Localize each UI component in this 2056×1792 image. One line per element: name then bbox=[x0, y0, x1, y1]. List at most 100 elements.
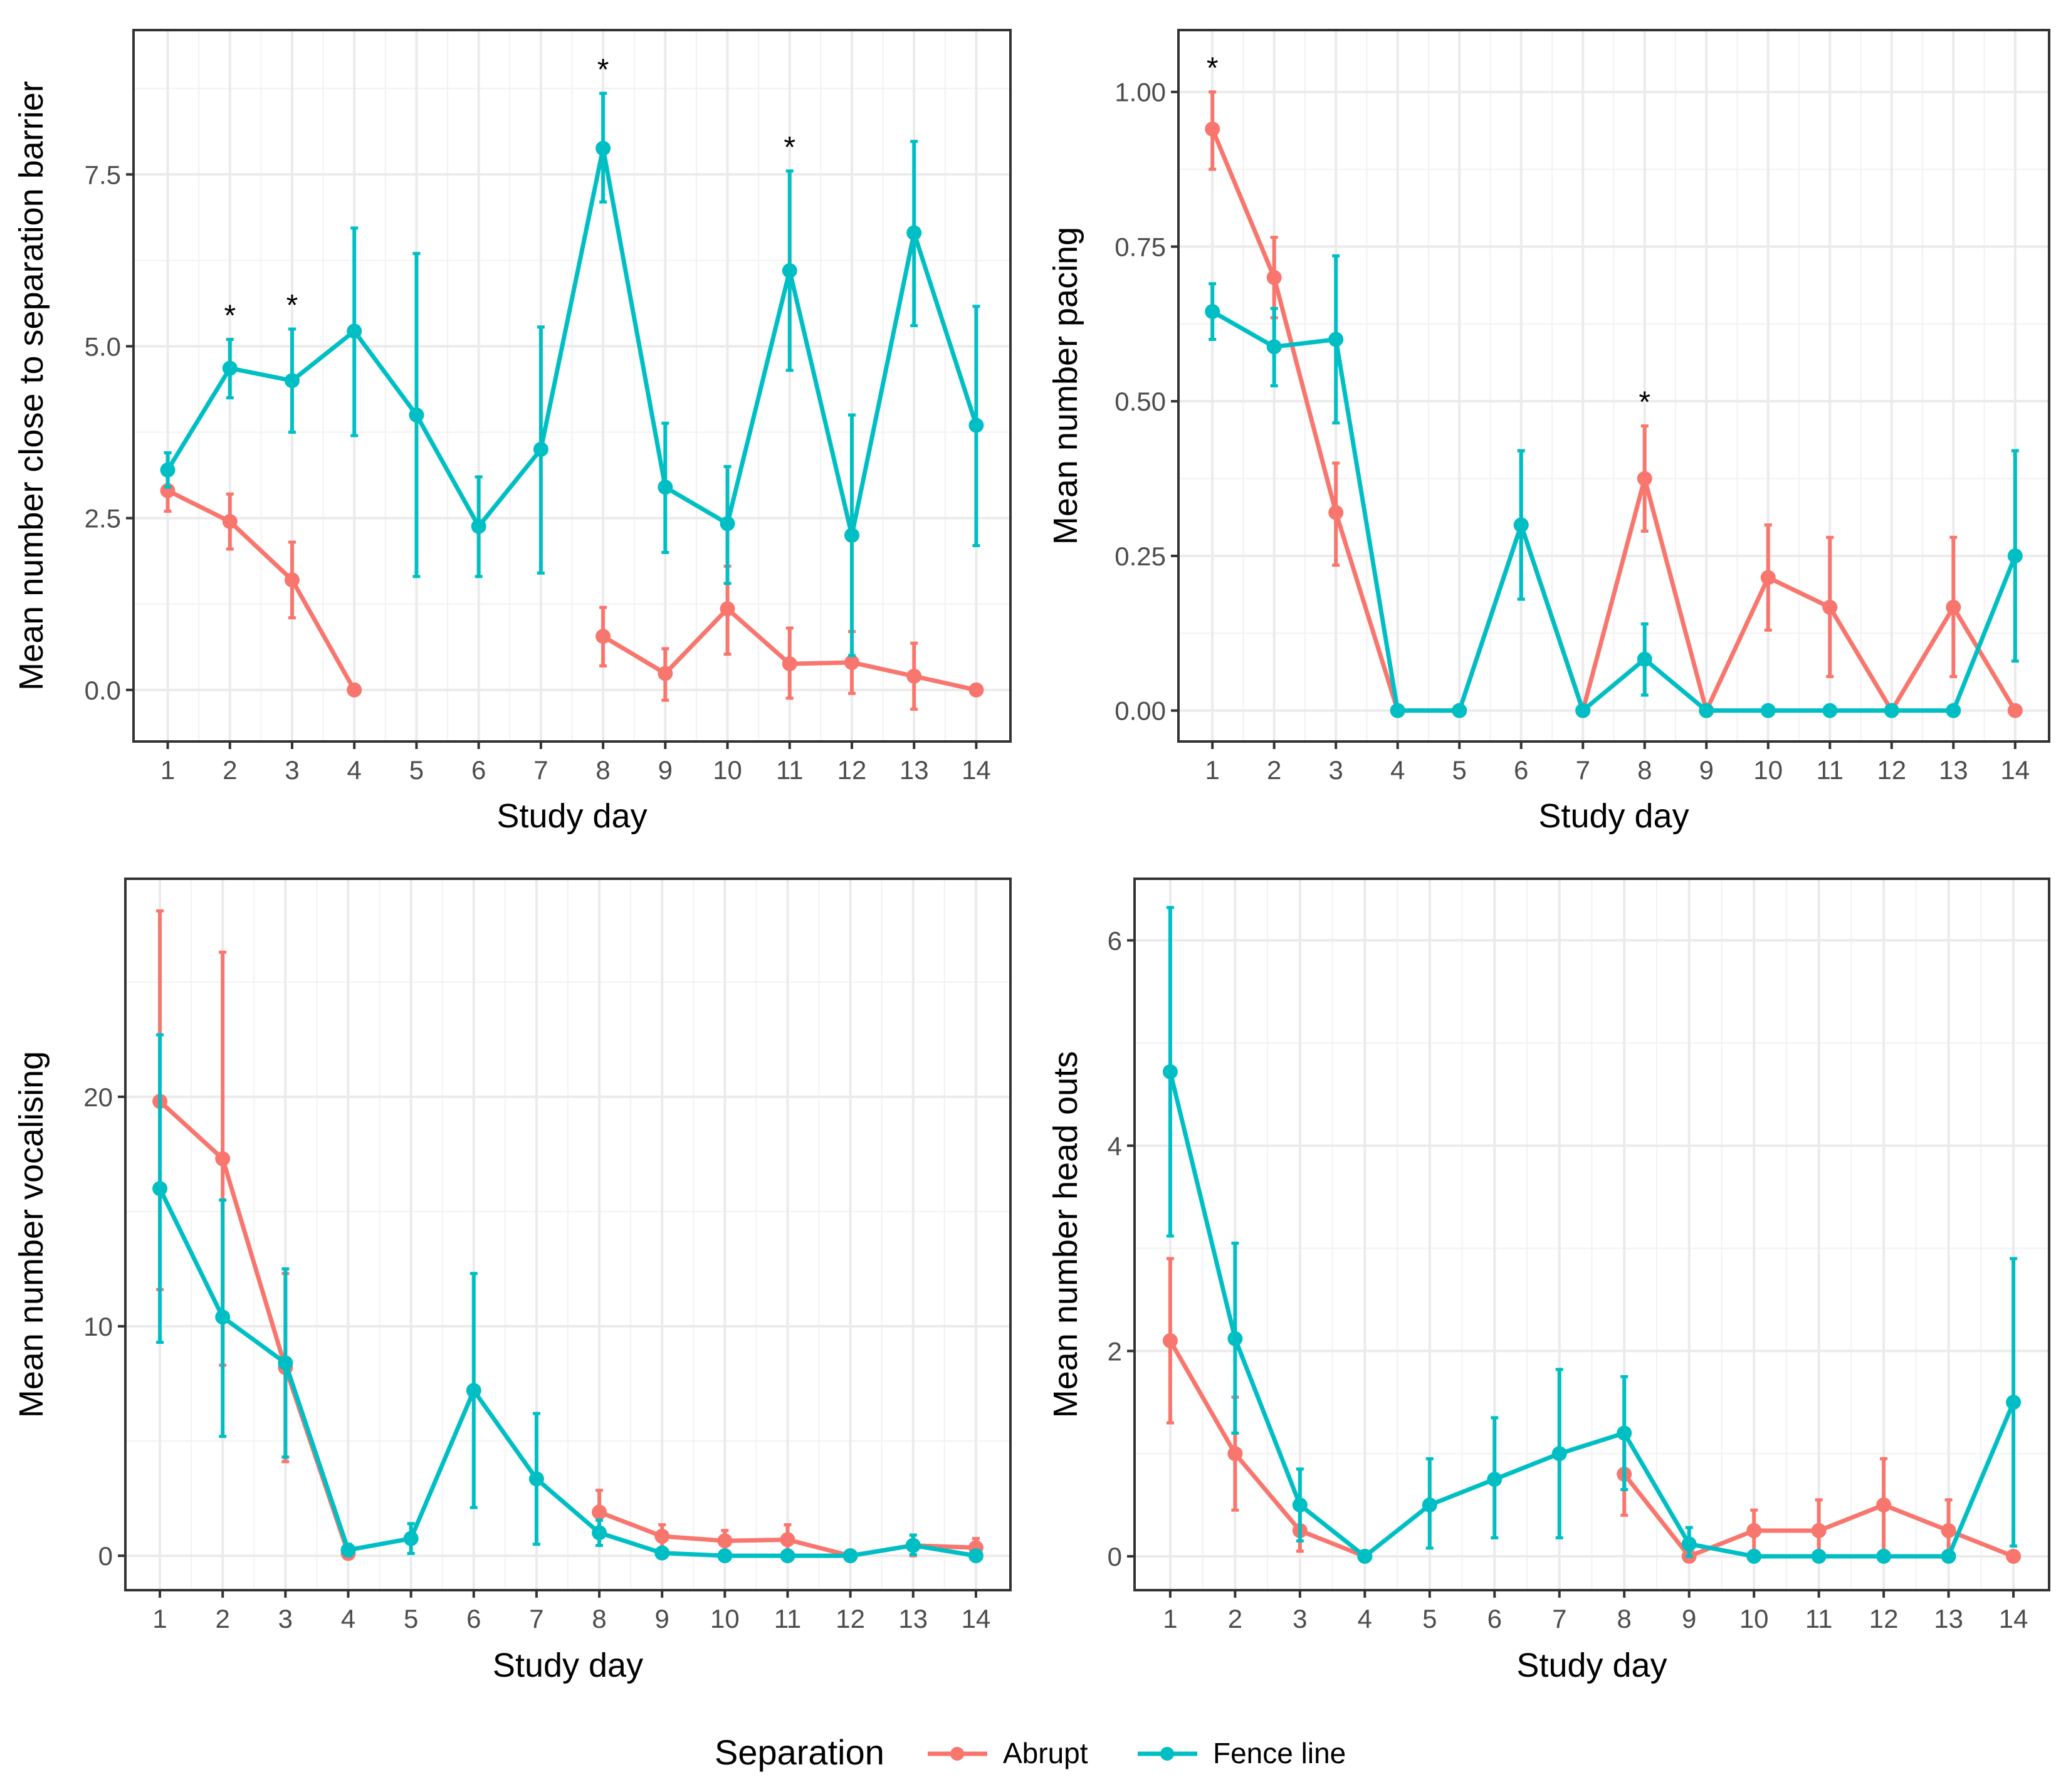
c3-ytick-label-3: 6 bbox=[1108, 926, 1122, 955]
legend-label-fence-line: Fence line bbox=[1213, 1737, 1346, 1769]
c1-xtick-label-6: 7 bbox=[1576, 755, 1590, 785]
c0-abrupt-point-day-2 bbox=[222, 514, 238, 530]
c0-fence-line-point-day-9 bbox=[658, 479, 673, 495]
c2-abrupt-point-day-8 bbox=[592, 1504, 607, 1520]
c0-xtick-label-13: 14 bbox=[962, 755, 991, 785]
c0-fence-line-point-day-5 bbox=[409, 407, 424, 423]
c3-xtick-label-5: 6 bbox=[1487, 1604, 1502, 1633]
c0-panel-border bbox=[132, 29, 1012, 743]
c2-fence-line-point-day-3 bbox=[278, 1355, 293, 1371]
c3-xtick-label-10: 11 bbox=[1805, 1604, 1833, 1633]
c1-abrupt-point-day-10 bbox=[1760, 570, 1776, 585]
c1-fence-line-point-day-12 bbox=[1884, 703, 1899, 718]
c1-xtick-label-8: 9 bbox=[1699, 755, 1714, 785]
c3-xtick-label-9: 10 bbox=[1739, 1604, 1769, 1633]
c1-xtick-label-1: 2 bbox=[1267, 755, 1281, 785]
c2-fence-line-point-day-4 bbox=[340, 1542, 356, 1558]
c0-series-fence-line bbox=[160, 92, 984, 658]
c1-fence-line-point-day-5 bbox=[1452, 703, 1467, 718]
c0-fence-line-point-day-10 bbox=[720, 516, 735, 532]
c2-abrupt-point-day-2 bbox=[215, 1151, 231, 1166]
c0-fence-line-line-segment-0 bbox=[165, 146, 978, 538]
c0-fence-line-point-day-13 bbox=[906, 225, 922, 241]
c3-fence-line-point-day-13 bbox=[1941, 1548, 1956, 1564]
c3-fence-line-point-day-2 bbox=[1227, 1331, 1243, 1346]
c2-fence-line-point-day-7 bbox=[528, 1471, 544, 1487]
c2-fence-line-point-day-11 bbox=[780, 1548, 795, 1564]
c2-xtick-label-13: 14 bbox=[962, 1604, 991, 1633]
c0-series-abrupt bbox=[160, 471, 984, 711]
c1-xtick-label-0: 1 bbox=[1205, 755, 1220, 785]
c3-fence-line-point-day-8 bbox=[1617, 1425, 1632, 1441]
c1-abrupt-point-day-13 bbox=[1946, 599, 1961, 615]
c0-ytick-label-2: 5.0 bbox=[85, 332, 121, 361]
c0-fence-line-point-day-3 bbox=[285, 373, 300, 389]
c0-fence-line-point-day-2 bbox=[222, 360, 238, 376]
c1-abrupt-point-day-8 bbox=[1637, 471, 1652, 486]
c1-panel-border bbox=[1177, 29, 2050, 743]
c0-y-axis-label: Mean number close to separation barrier bbox=[13, 81, 50, 691]
c2-series-fence-line bbox=[152, 1033, 983, 1564]
c1-xtick-label-7: 8 bbox=[1637, 755, 1652, 785]
c3-fence-line-point-day-7 bbox=[1551, 1446, 1567, 1462]
c1-fence-line-point-day-11 bbox=[1822, 703, 1838, 718]
c3-xtick-label-3: 4 bbox=[1358, 1604, 1372, 1633]
c0-abrupt-point-day-4 bbox=[347, 682, 362, 698]
c2-x-axis-label: Study day bbox=[493, 1647, 643, 1684]
c1-ytick-label-3: 0.75 bbox=[1115, 232, 1166, 261]
c0-fence-line-point-day-11 bbox=[782, 263, 797, 278]
c3-abrupt-point-day-12 bbox=[1876, 1497, 1892, 1513]
c1-ytick-label-4: 1.00 bbox=[1115, 78, 1166, 107]
c3-xtick-label-0: 1 bbox=[1163, 1604, 1177, 1633]
c0-xtick-label-12: 13 bbox=[900, 755, 929, 785]
c1-xtick-label-13: 14 bbox=[2000, 755, 2030, 785]
c3-xtick-label-2: 3 bbox=[1293, 1604, 1307, 1633]
c0-fence-line-point-day-6 bbox=[471, 518, 486, 534]
c1-fence-line-line-segment-0 bbox=[1211, 310, 2018, 713]
c2-fence-line-line-segment-0 bbox=[157, 1187, 977, 1558]
c2-xtick-label-8: 9 bbox=[655, 1604, 669, 1633]
c2-fence-line-point-day-6 bbox=[466, 1383, 481, 1398]
c2-xtick-label-0: 1 bbox=[152, 1604, 167, 1633]
c2-xtick-label-2: 3 bbox=[278, 1604, 293, 1633]
c0-abrupt-point-day-12 bbox=[844, 654, 859, 670]
c1-fence-line-point-day-1 bbox=[1205, 304, 1220, 320]
c0-fence-line-point-day-1 bbox=[160, 462, 176, 478]
c1-fence-line-point-day-9 bbox=[1699, 703, 1714, 718]
c0-abrupt-point-day-9 bbox=[658, 666, 673, 681]
c0-xtick-label-7: 8 bbox=[595, 755, 610, 785]
c3-fence-line-point-day-3 bbox=[1292, 1497, 1308, 1513]
c3-abrupt-point-day-2 bbox=[1227, 1446, 1243, 1462]
c3-series-fence-line bbox=[1162, 906, 2022, 1564]
c3-xtick-label-4: 5 bbox=[1422, 1604, 1437, 1633]
c2-ytick-label-2: 20 bbox=[83, 1082, 113, 1112]
c0-xtick-label-8: 9 bbox=[658, 755, 673, 785]
c2-fence-line-point-day-13 bbox=[905, 1538, 921, 1553]
c3-fence-line-point-day-11 bbox=[1811, 1548, 1827, 1564]
c1-fence-line-point-day-13 bbox=[1946, 703, 1961, 718]
c3-abrupt-point-day-13 bbox=[1941, 1523, 1956, 1539]
c3-fence-line-point-day-4 bbox=[1357, 1548, 1373, 1564]
c1-significance-star-day-8: * bbox=[1639, 386, 1650, 419]
c2-xtick-label-6: 7 bbox=[529, 1604, 543, 1633]
c3-abrupt-point-day-14 bbox=[2006, 1548, 2022, 1564]
c3-xtick-label-1: 2 bbox=[1228, 1604, 1242, 1633]
c1-xtick-label-12: 13 bbox=[1939, 755, 1968, 785]
c0-x-axis-label: Study day bbox=[496, 797, 647, 835]
c2-fence-line-point-day-2 bbox=[215, 1309, 231, 1325]
c1-ytick-label-2: 0.50 bbox=[1115, 387, 1166, 416]
c1-abrupt-point-day-1 bbox=[1205, 121, 1220, 137]
c2-fence-line-point-day-10 bbox=[717, 1548, 733, 1564]
c2-abrupt-point-day-9 bbox=[654, 1528, 670, 1544]
c2-xtick-label-3: 4 bbox=[341, 1604, 355, 1633]
c2-ytick-label-0: 0 bbox=[98, 1541, 113, 1571]
c0-xtick-label-11: 12 bbox=[837, 755, 867, 785]
c0-xtick-label-6: 7 bbox=[533, 755, 548, 785]
c0-abrupt-point-day-8 bbox=[595, 629, 611, 644]
c2-xtick-label-4: 5 bbox=[404, 1604, 418, 1633]
c2-ytick-label-1: 10 bbox=[83, 1312, 113, 1341]
c3-xtick-label-12: 13 bbox=[1934, 1604, 1963, 1633]
c3-xtick-label-8: 9 bbox=[1682, 1604, 1696, 1633]
c1-ytick-label-0: 0.00 bbox=[1115, 696, 1166, 726]
c3-xtick-label-13: 14 bbox=[1999, 1604, 2028, 1633]
